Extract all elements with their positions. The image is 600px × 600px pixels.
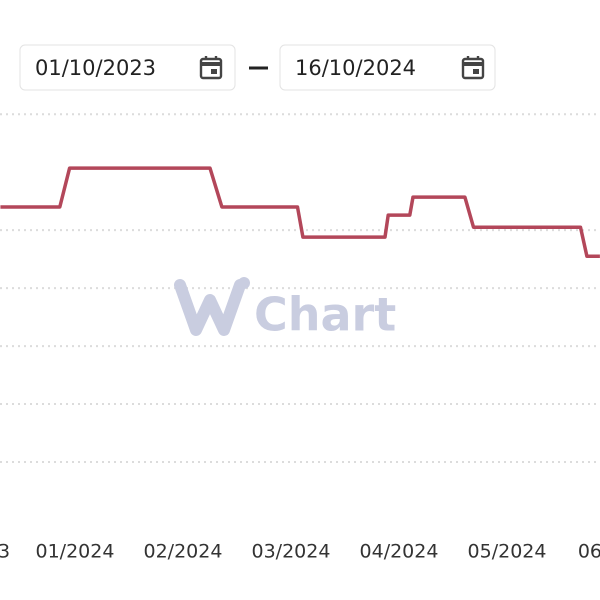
x-tick-label: 03/2024 (252, 541, 331, 563)
line (0, 166, 600, 258)
grid (0, 113, 600, 464)
start-date: 01/10/2023 (35, 56, 156, 80)
x-tick-label: 01/2024 (35, 541, 114, 563)
x-tick-label: 02/2024 (144, 541, 223, 563)
x-tick-label: 3 (0, 541, 10, 563)
x-tick-label: 05/2024 (468, 541, 547, 563)
calendar-icon[interactable] (461, 56, 485, 80)
plot: 3 01/2024 02/2024 03/2024 04/2024 05/2024 06 (0, 166, 600, 563)
x-tick-label: 04/2024 (360, 541, 439, 563)
watermark: Chart (254, 288, 396, 342)
calendar-icon[interactable] (199, 56, 223, 80)
watermark-logo (174, 279, 246, 336)
end-date-input[interactable] (279, 44, 496, 91)
watermark-dot (238, 277, 250, 289)
start-date-input[interactable] (19, 44, 236, 91)
end-date: 16/10/2024 (295, 56, 416, 80)
x-tick-label: 06 (578, 541, 600, 563)
